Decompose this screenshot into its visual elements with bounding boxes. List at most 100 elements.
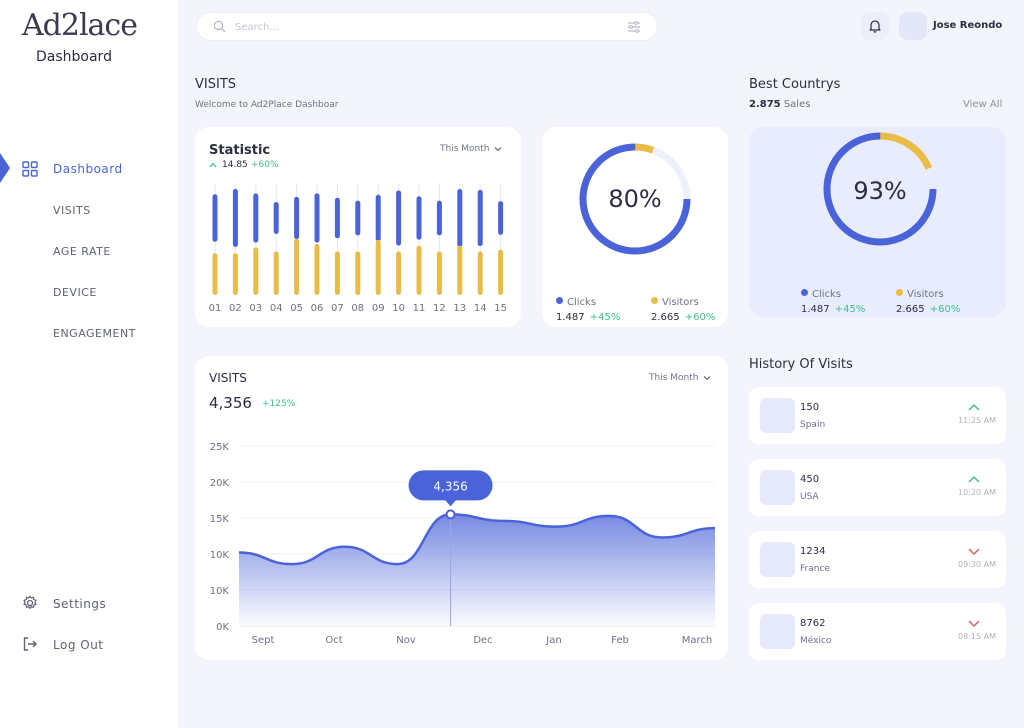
visits-change: +125% <box>262 399 296 409</box>
bar-visitors <box>416 245 422 295</box>
bar-visitors <box>232 253 238 295</box>
logo-subtitle: Dashboard <box>36 49 112 65</box>
chevron-down-icon <box>494 146 502 151</box>
countrys-ring-percent: 93% <box>853 177 907 205</box>
bar-clicks <box>457 189 463 247</box>
y-tick-label: 15K <box>210 514 230 525</box>
sidebar-item-logout[interactable]: Log Out <box>53 638 104 652</box>
avatar[interactable] <box>899 12 927 40</box>
search-input[interactable] <box>235 19 605 35</box>
trend-down-icon <box>968 548 980 556</box>
bar-x-label: 01 <box>209 303 222 314</box>
country-thumbnail <box>760 470 795 505</box>
sales-summary: 2.875 Sales <box>749 99 810 110</box>
history-item[interactable]: 450 USA 10:20 AM <box>749 459 1006 516</box>
bar-visitors <box>375 239 381 295</box>
legend-visitors-label: Visitors <box>662 297 699 308</box>
notifications-button[interactable] <box>861 12 889 40</box>
area-line <box>238 513 716 566</box>
sidebar-item-visits[interactable]: VISITS <box>53 204 91 217</box>
visitors-change: +60% <box>929 304 961 315</box>
visits-chart-card: VISITS 4,356 +125% This Month 25K 20K 15K 1… <box>195 356 728 660</box>
user-name[interactable]: Jose Reondo <box>933 20 1003 31</box>
bar-x-label: 08 <box>351 303 364 314</box>
sidebar-item-device[interactable]: DEVICE <box>53 286 97 299</box>
sidebar-item-dashboard[interactable]: Dashboard <box>53 162 123 176</box>
bar-x-label: 07 <box>331 303 344 314</box>
sidebar-item-settings[interactable]: Settings <box>53 597 107 611</box>
history-item[interactable]: 8762 México 08:15 AM <box>749 603 1006 660</box>
sales-value: 2.875 <box>749 99 781 110</box>
statistic-change: +60% <box>251 160 279 170</box>
bar-x-label: 09 <box>372 303 385 314</box>
highlight-point[interactable] <box>445 509 456 520</box>
bar-x-label: 06 <box>311 303 324 314</box>
bar-clicks <box>212 194 218 242</box>
country-thumbnail <box>760 614 795 649</box>
legend-clicks-label: Clicks <box>812 289 842 300</box>
bell-icon <box>869 20 881 33</box>
best-countrys-title: Best Countrys <box>749 77 841 92</box>
history-time: 10:20 AM <box>958 488 996 497</box>
bar-x-label: 15 <box>494 303 507 314</box>
sidebar-item-engagement[interactable]: ENGAGEMENT <box>53 327 136 340</box>
active-nav-marker <box>0 153 10 183</box>
statistic-title: Statistic <box>209 143 271 158</box>
chevron-up-icon <box>209 162 217 168</box>
bar-clicks <box>253 193 259 243</box>
view-all-link[interactable]: View All <box>963 99 1003 110</box>
legend-visitors: Visitors <box>896 282 944 301</box>
history-item[interactable]: 150 Spain 11:25 AM <box>749 387 1006 444</box>
clicks-ring-card: 80% Clicks 1.487 +45% Visitors 2.665 +60… <box>542 127 728 327</box>
clicks-change: +45% <box>834 304 866 315</box>
bar-x-label: 14 <box>474 303 487 314</box>
visitors-dot <box>651 297 658 304</box>
clicks-stat: 1.487 +45% <box>801 297 865 316</box>
history-time: 08:15 AM <box>958 632 996 641</box>
sidebar: Ad2lace Dashboard Dashboard VISITS AGE R… <box>0 0 178 728</box>
bar-x-label: 04 <box>270 303 283 314</box>
history-time: 09:30 AM <box>958 560 996 569</box>
bar-x-label: 11 <box>413 303 426 314</box>
history-item[interactable]: 1234 France 09:30 AM <box>749 531 1006 588</box>
x-tick-label: Jan <box>545 635 561 646</box>
bar-x-label: 10 <box>392 303 405 314</box>
bar-visitors <box>477 251 483 295</box>
bar-clicks <box>273 202 279 234</box>
visits-period-dropdown[interactable]: This Month <box>649 373 711 383</box>
clicks-value: 1.487 <box>801 304 830 315</box>
bar-clicks <box>436 200 442 236</box>
bar-visitors <box>314 243 320 295</box>
clicks-value: 1.487 <box>556 312 585 323</box>
history-value: 450 <box>800 474 820 485</box>
visits-chart-title: VISITS <box>209 371 247 385</box>
bar-clicks <box>396 190 402 246</box>
history-country: USA <box>800 492 819 502</box>
ring-percent: 80% <box>608 185 662 213</box>
x-tick-label: Sept <box>252 635 275 646</box>
clicks-change: +45% <box>589 312 621 323</box>
history-value: 150 <box>800 402 820 413</box>
trend-down-icon <box>968 620 980 628</box>
visitors-value: 2.665 <box>651 312 680 323</box>
section-title-visits: VISITS <box>195 77 237 92</box>
tooltip-value: 4,356 <box>433 479 467 493</box>
bar-clicks <box>498 201 504 235</box>
filter-icon[interactable] <box>627 21 641 33</box>
bar-visitors <box>355 251 361 295</box>
history-title: History Of Visits <box>749 357 853 372</box>
legend-clicks: Clicks <box>556 290 596 309</box>
sidebar-item-age-rate[interactable]: AGE RATE <box>53 245 111 258</box>
bar-x-label: 02 <box>229 303 242 314</box>
bar-visitors <box>253 247 259 295</box>
visits-total: 4,356 <box>209 394 252 412</box>
statistic-period-dropdown[interactable]: This Month <box>440 144 502 154</box>
trend-up-icon <box>968 475 980 483</box>
x-tick-label: Dec <box>473 635 492 646</box>
bar-visitors <box>334 251 340 295</box>
bar-visitors <box>273 251 279 295</box>
logo-text: Ad2lace <box>22 8 138 43</box>
y-tick-label: 25K <box>210 442 230 453</box>
logout-icon <box>23 637 37 651</box>
chevron-down-icon <box>703 375 711 380</box>
